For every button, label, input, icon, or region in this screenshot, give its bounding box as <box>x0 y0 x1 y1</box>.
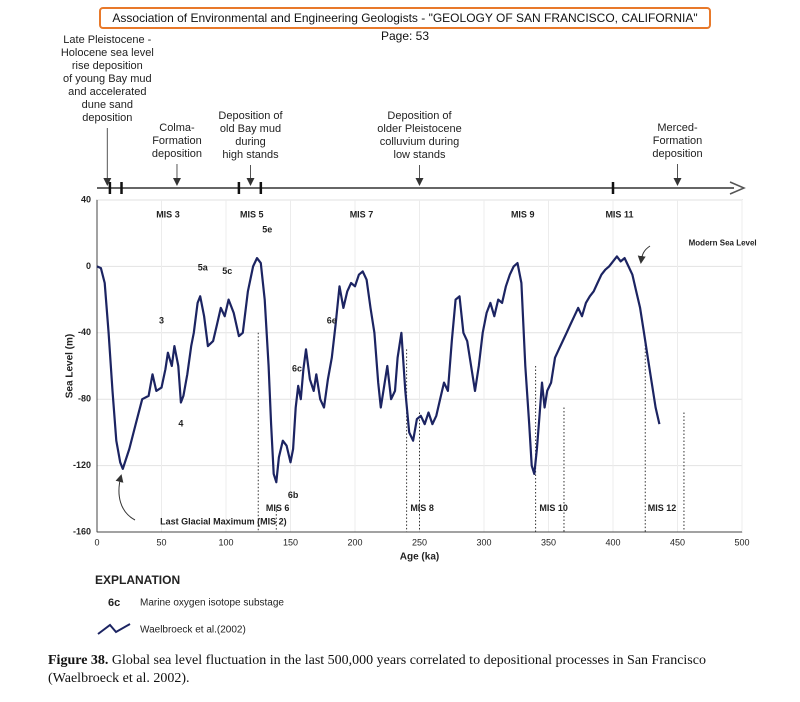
explanation-text: Marine oxygen isotope substage <box>140 598 284 609</box>
process-label: deposition <box>82 112 132 124</box>
process-label: high stands <box>222 149 279 161</box>
annotation: MIS 9 <box>511 209 535 219</box>
timeline-arrow <box>729 181 746 195</box>
y-tick-label: 0 <box>86 261 91 271</box>
y-axis-label: Sea Level (m) <box>65 334 76 398</box>
y-tick-label: 40 <box>81 194 91 204</box>
y-tick-label: -160 <box>73 526 91 536</box>
x-tick-label: 100 <box>218 537 233 547</box>
process-label: and accelerated <box>68 86 146 98</box>
process-label: rise deposition <box>72 60 143 72</box>
process-label: of young Bay mud <box>63 73 152 85</box>
process-label: deposition <box>152 148 202 160</box>
annotation: 6c <box>292 364 302 374</box>
legend-swatch <box>97 623 131 635</box>
explanation-symbol: 6c <box>108 597 120 609</box>
x-tick-label: 150 <box>283 537 298 547</box>
annotation: 5c <box>222 266 232 276</box>
annotation: 6e <box>327 316 337 326</box>
annotation: 5a <box>198 262 209 272</box>
annotation: MIS 12 <box>648 503 677 513</box>
process-label: low stands <box>394 149 446 161</box>
process-label: Formation <box>152 135 202 147</box>
process-label: old Bay mud <box>220 123 281 135</box>
y-tick-label: -40 <box>78 327 91 337</box>
process-label: older Pleistocene <box>377 123 461 135</box>
process-label: Deposition of <box>387 110 452 122</box>
x-tick-label: 50 <box>156 537 166 547</box>
annotation: Last Glacial Maximum (MIS 2) <box>160 516 287 526</box>
annotation: MIS 8 <box>410 503 434 513</box>
explanation-title: EXPLANATION <box>95 573 180 587</box>
lgm-arrow <box>115 474 136 521</box>
x-tick-label: 200 <box>347 537 362 547</box>
x-tick-label: 300 <box>476 537 491 547</box>
caption: Figure 38. Global sea level fluctuation … <box>48 652 772 688</box>
x-tick-label: 250 <box>412 537 427 547</box>
process-label: Late Pleistocene - <box>63 34 151 46</box>
x-tick-label: 400 <box>605 537 620 547</box>
annotation: Modern Sea Level <box>689 238 757 247</box>
header: Association of Environmental and Enginee… <box>99 7 711 43</box>
process-label: colluvium during <box>380 136 459 148</box>
process-label: Formation <box>653 135 703 147</box>
x-tick-label: 350 <box>541 537 556 547</box>
annotation: MIS 5 <box>240 209 264 219</box>
caption-text: Global sea level fluctuation in the last… <box>48 653 706 686</box>
x-axis-label: Age (ka) <box>400 552 439 563</box>
annotation: MIS 11 <box>605 209 633 219</box>
x-tick-label: 0 <box>94 537 99 547</box>
annotation: MIS 6 <box>266 503 290 513</box>
x-tick-label: 450 <box>670 537 685 547</box>
sea-level-arrow <box>637 245 651 264</box>
annotation: 4 <box>178 418 183 428</box>
sea-level-line <box>96 255 661 484</box>
process-label: during <box>235 136 266 148</box>
process-label: dune sand <box>82 99 133 111</box>
legend-label: Waelbroeck et al.(2002) <box>140 625 246 636</box>
y-tick-label: -80 <box>78 394 91 404</box>
process-label: Colma- <box>159 122 195 134</box>
annotation: MIS 7 <box>350 209 374 219</box>
annotation: MIS 10 <box>539 503 568 513</box>
caption-label: Figure 38. <box>48 653 109 668</box>
y-tick-label: -120 <box>73 460 91 470</box>
process-label: Merced- <box>657 122 698 134</box>
process-label: deposition <box>652 148 702 160</box>
annotation: 3 <box>159 316 164 326</box>
annotation: 6b <box>288 490 299 500</box>
x-tick-label: 500 <box>734 537 749 547</box>
annotation: MIS 3 <box>156 209 180 219</box>
process-label: Deposition of <box>218 110 283 122</box>
annotation: 5e <box>262 224 272 234</box>
process-label: Holocene sea level <box>61 47 154 59</box>
